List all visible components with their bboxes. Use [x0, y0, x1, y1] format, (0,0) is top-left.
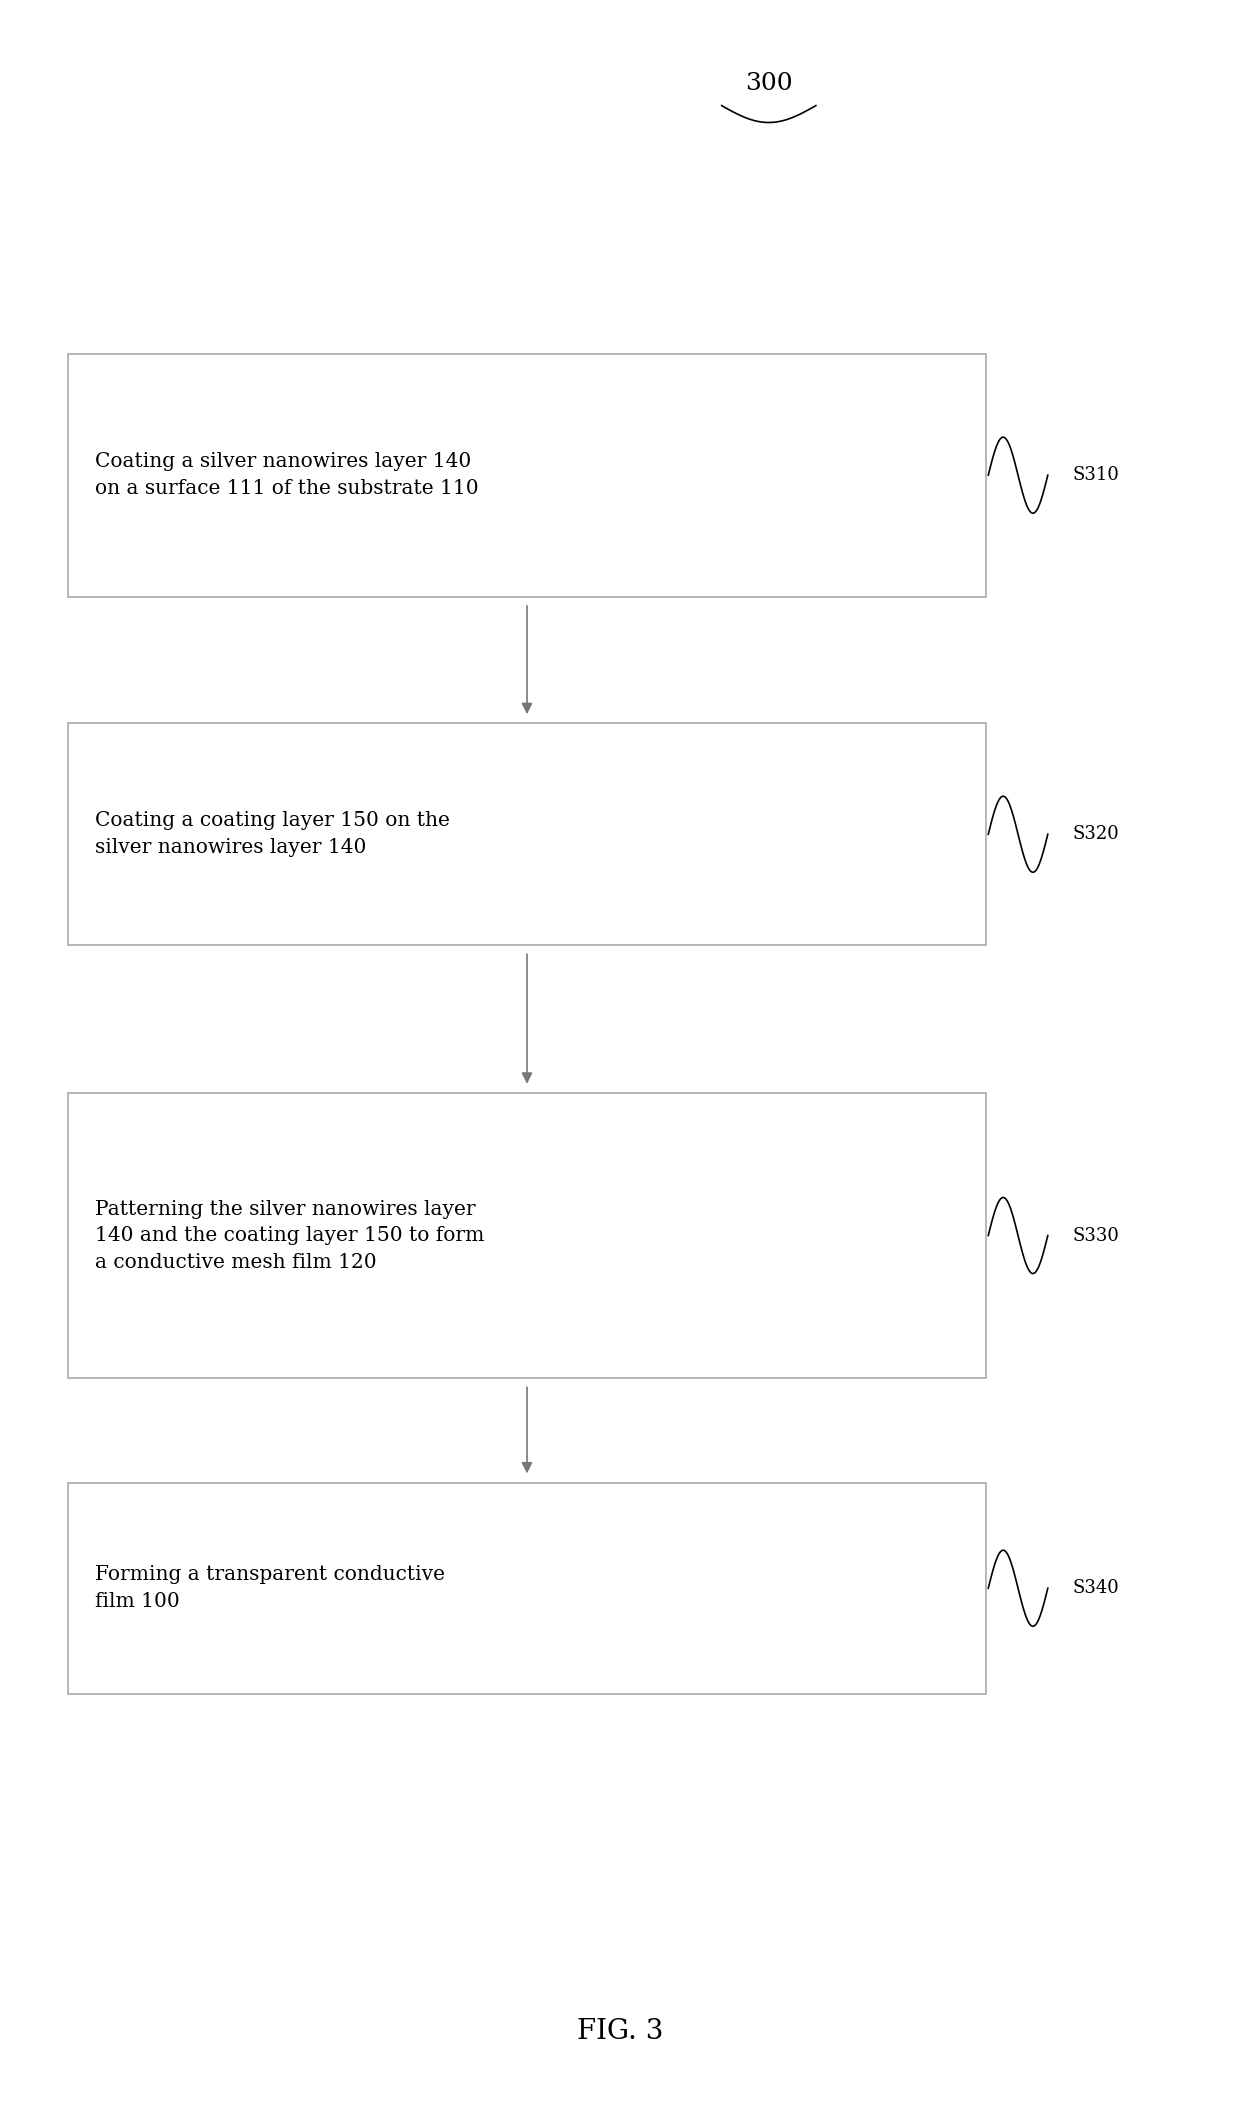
Text: S320: S320	[1073, 826, 1120, 843]
Text: FIG. 3: FIG. 3	[577, 2019, 663, 2044]
FancyBboxPatch shape	[68, 1483, 986, 1694]
Text: Coating a silver nanowires layer 140
on a surface 111 of the substrate 110: Coating a silver nanowires layer 140 on …	[95, 452, 479, 498]
Text: S310: S310	[1073, 467, 1120, 484]
Text: Coating a coating layer 150 on the
silver nanowires layer 140: Coating a coating layer 150 on the silve…	[95, 811, 450, 857]
FancyBboxPatch shape	[68, 353, 986, 596]
Text: Forming a transparent conductive
film 100: Forming a transparent conductive film 10…	[95, 1565, 445, 1611]
Text: 300: 300	[745, 72, 792, 95]
FancyBboxPatch shape	[68, 1094, 986, 1379]
FancyBboxPatch shape	[68, 722, 986, 946]
Text: S340: S340	[1073, 1580, 1120, 1597]
Text: S330: S330	[1073, 1227, 1120, 1244]
Text: Patterning the silver nanowires layer
140 and the coating layer 150 to form
a co: Patterning the silver nanowires layer 14…	[95, 1200, 485, 1271]
